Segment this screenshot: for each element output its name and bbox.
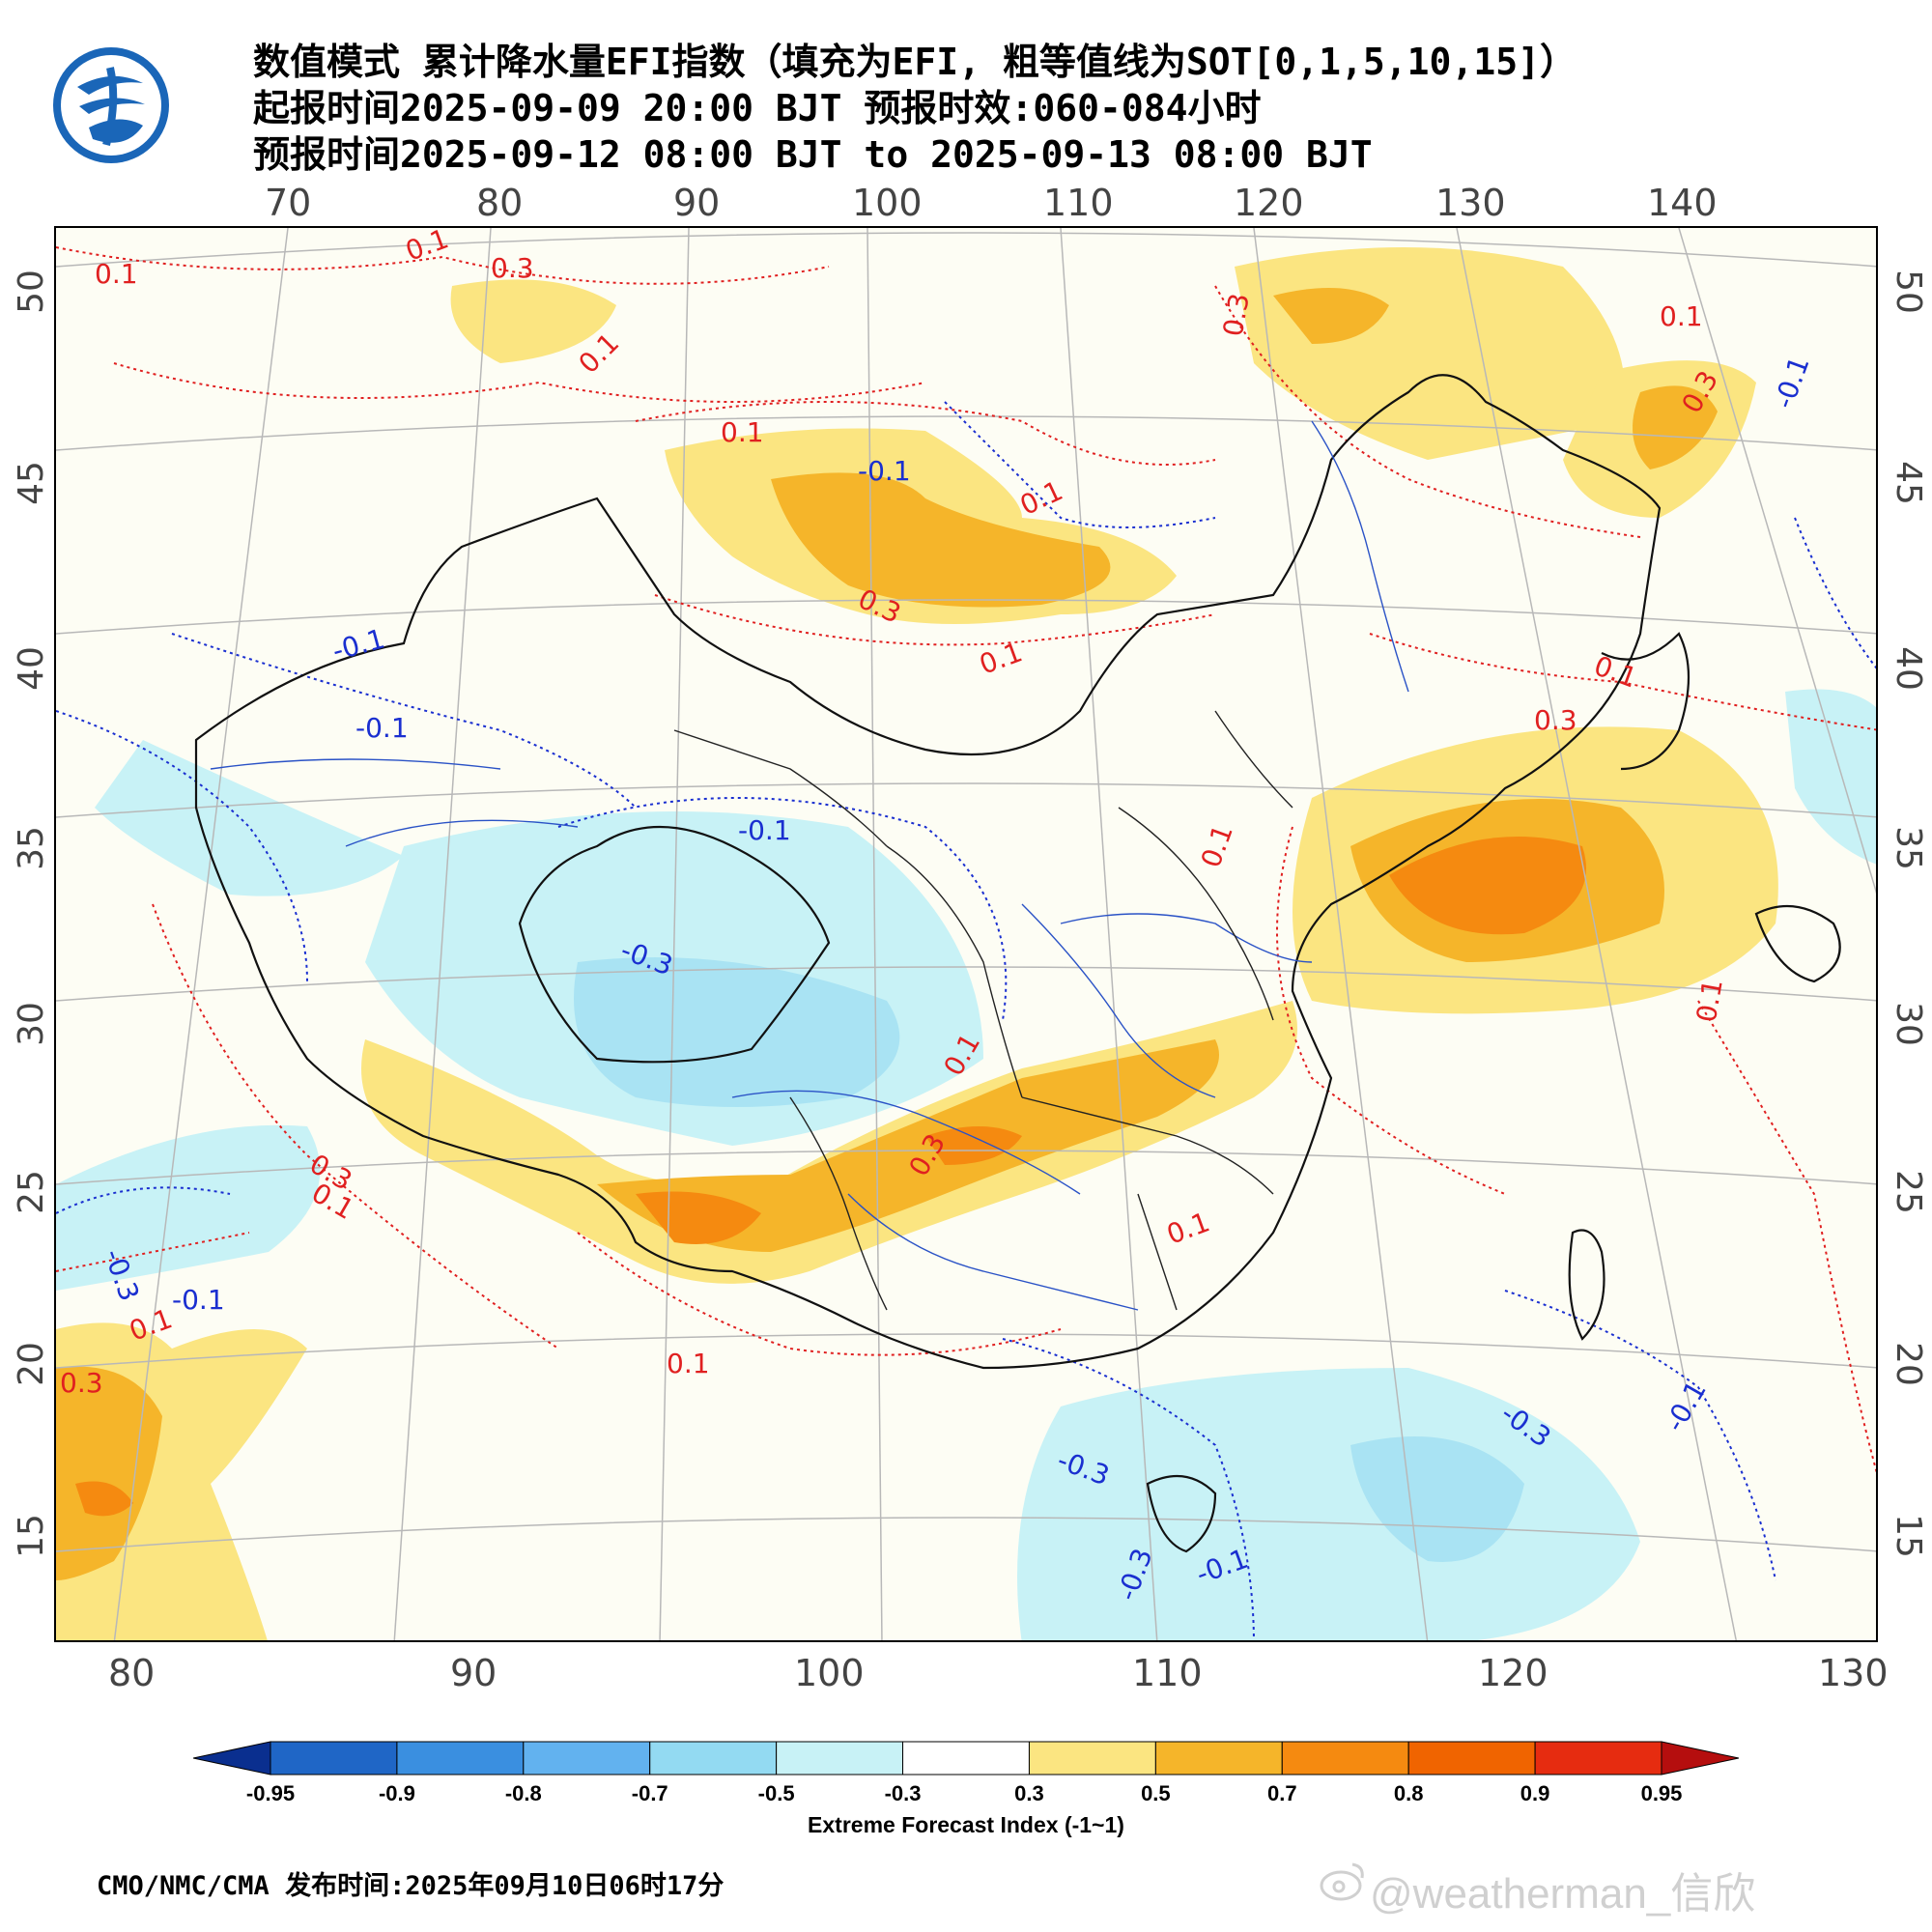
colorbar-segment bbox=[396, 1741, 525, 1776]
province-borders bbox=[210, 420, 1409, 1311]
top-lon-label: 100 bbox=[852, 182, 923, 224]
map-title-line-3: 预报时间2025-09-12 08:00 BJT to 2025-09-13 0… bbox=[253, 133, 1373, 176]
map-title-line-1: 数值模式 累计降水量EFI指数（填充为EFI, 粗等值线为SOT[0,1,5,1… bbox=[253, 41, 1577, 83]
colorbar-segment bbox=[270, 1741, 398, 1776]
graticule bbox=[56, 228, 1876, 1640]
colorbar-tick-label: 0.5 bbox=[1141, 1781, 1171, 1805]
contour-label: -0.1 bbox=[738, 814, 791, 846]
bottom-lon-label: 110 bbox=[1132, 1652, 1203, 1694]
top-lon-label: 120 bbox=[1234, 182, 1304, 224]
contour-label: 0.1 bbox=[1660, 300, 1703, 332]
sot-contours bbox=[56, 246, 1876, 1640]
contour-label: 0.1 bbox=[721, 416, 764, 448]
left-lat-label: 30 bbox=[11, 1002, 51, 1046]
top-lon-label: 80 bbox=[476, 182, 524, 224]
colorbar-segment bbox=[1154, 1741, 1283, 1776]
right-lat-label: 15 bbox=[1888, 1514, 1928, 1558]
colorbar-segment bbox=[193, 1741, 271, 1776]
top-lon-label: 70 bbox=[265, 182, 312, 224]
colorbar-tick-label: -0.7 bbox=[631, 1781, 668, 1805]
contour-label: -0.1 bbox=[172, 1284, 225, 1316]
colorbar-segment bbox=[1407, 1741, 1536, 1776]
top-lon-label: 140 bbox=[1647, 182, 1718, 224]
colorbar-title: Extreme Forecast Index (-1~1) bbox=[808, 1812, 1124, 1837]
colorbar-tick-label: 0.9 bbox=[1520, 1781, 1550, 1805]
left-lat-label: 45 bbox=[11, 461, 51, 505]
top-lon-label: 130 bbox=[1435, 182, 1506, 224]
right-lat-label: 25 bbox=[1888, 1170, 1928, 1214]
top-lon-label: 110 bbox=[1043, 182, 1114, 224]
contour-label: 0.3 bbox=[491, 252, 534, 284]
left-lat-label: 15 bbox=[11, 1514, 51, 1558]
efi-map-canvas bbox=[56, 228, 1876, 1640]
efi-map[interactable]: 0.1 0.3 0.1 0.1 0.3 0.1 0.1 0.3 0.1 0.3 … bbox=[54, 226, 1878, 1642]
colorbar-tick-label: -0.3 bbox=[884, 1781, 922, 1805]
left-lat-label: 35 bbox=[11, 826, 51, 870]
bottom-lon-label: 100 bbox=[794, 1652, 865, 1694]
bottom-lon-label: 80 bbox=[108, 1652, 156, 1694]
contour-label: -0.1 bbox=[858, 455, 911, 487]
right-lat-label: 20 bbox=[1888, 1342, 1928, 1386]
contour-label: -0.1 bbox=[355, 712, 409, 744]
contour-label: 0.1 bbox=[1690, 977, 1729, 1025]
cma-logo bbox=[53, 47, 169, 163]
contour-label: 0.3 bbox=[60, 1367, 103, 1399]
left-lat-label: 20 bbox=[11, 1342, 51, 1386]
colorbar-segment bbox=[649, 1741, 778, 1776]
colorbar-segment bbox=[902, 1741, 1030, 1776]
colorbar-tick-label: -0.5 bbox=[757, 1781, 795, 1805]
colorbar-tick-label: 0.95 bbox=[1640, 1781, 1683, 1805]
positive-efi-fills bbox=[56, 247, 1778, 1640]
watermark: @weatherman_信欣 bbox=[1370, 1870, 1756, 1918]
left-lat-label: 25 bbox=[11, 1170, 51, 1214]
colorbar-tick-label: -0.9 bbox=[378, 1781, 415, 1805]
contour-label: 0.3 bbox=[1534, 704, 1577, 736]
colorbar-segment bbox=[1661, 1741, 1739, 1776]
negative-efi-fills bbox=[56, 689, 1876, 1640]
bottom-lon-label: 130 bbox=[1818, 1652, 1889, 1694]
right-lat-label: 30 bbox=[1888, 1002, 1928, 1046]
colorbar-segment bbox=[1028, 1741, 1156, 1776]
right-lat-label: 40 bbox=[1888, 646, 1928, 691]
bottom-lon-label: 120 bbox=[1478, 1652, 1548, 1694]
contour-label: 0.1 bbox=[667, 1348, 710, 1379]
contour-label: 0.1 bbox=[95, 258, 138, 290]
left-lat-label: 40 bbox=[11, 646, 51, 691]
map-title-line-2: 起报时间2025-09-09 20:00 BJT 预报时效:060-084小时 bbox=[253, 87, 1262, 129]
right-lat-label: 50 bbox=[1888, 270, 1928, 314]
country-borders bbox=[194, 374, 1841, 1553]
colorbar-tick-label: 0.3 bbox=[1014, 1781, 1044, 1805]
admin-borders bbox=[673, 710, 1293, 1311]
issue-info: CMO/NMC/CMA 发布时间:2025年09月10日06时17分 bbox=[97, 1871, 724, 1901]
top-lon-label: 90 bbox=[673, 182, 721, 224]
right-lat-label: 35 bbox=[1888, 826, 1928, 870]
left-lat-label: 50 bbox=[11, 270, 51, 314]
colorbar-segment bbox=[1281, 1741, 1409, 1776]
colorbar-segment bbox=[1534, 1741, 1662, 1776]
colorbar-segment bbox=[776, 1741, 904, 1776]
colorbar-segment bbox=[523, 1741, 651, 1776]
colorbar-tick-label: 0.7 bbox=[1266, 1781, 1297, 1805]
colorbar-tick-label: 0.8 bbox=[1393, 1781, 1424, 1805]
colorbar-tick-label: -0.95 bbox=[245, 1781, 296, 1805]
right-lat-label: 45 bbox=[1888, 461, 1928, 505]
weibo-icon bbox=[1320, 1862, 1364, 1901]
colorbar-tick-label: -0.8 bbox=[504, 1781, 542, 1805]
efi-colorbar bbox=[193, 1741, 1739, 1776]
bottom-lon-label: 90 bbox=[450, 1652, 497, 1694]
contour-label: 0.3 bbox=[1216, 291, 1256, 339]
